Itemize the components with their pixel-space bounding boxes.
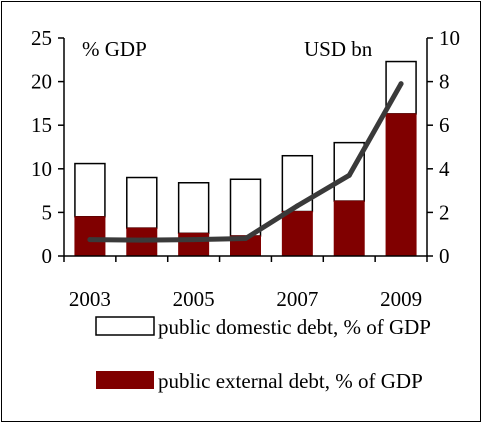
- x-tick-label-2003: 2003: [69, 287, 111, 311]
- right-tick-label-4: 4: [439, 157, 450, 181]
- legend-swatch-domestic: [95, 316, 155, 336]
- right-tick-label-6: 6: [439, 113, 450, 137]
- right-axis-title: USD bn: [304, 37, 373, 61]
- bar-external-2003: [74, 216, 106, 257]
- right-tick-label-10: 10: [439, 26, 460, 50]
- left-tick-label-5: 5: [42, 200, 53, 224]
- x-tick-label-2005: 2005: [173, 287, 215, 311]
- labels-group: % GDP USD bn: [82, 37, 373, 61]
- right-tick-label-2: 2: [439, 200, 450, 224]
- bar-domestic-2005: [177, 182, 210, 235]
- bar-external-2005: [178, 232, 210, 257]
- usd-point-2003: [87, 237, 93, 243]
- usd-point-2008: [346, 172, 352, 178]
- left-tick-label-15: 15: [31, 113, 52, 137]
- left-tick-label-0: 0: [42, 244, 53, 268]
- bar-external-2009: [385, 113, 417, 257]
- usd-point-2004: [139, 237, 145, 243]
- bar-domestic-2006: [229, 178, 262, 237]
- right-tick-label-0: 0: [439, 244, 450, 268]
- left-axis-title: % GDP: [82, 37, 147, 61]
- line-series-group: [87, 81, 404, 243]
- x-tick-label-2007: 2007: [276, 287, 318, 311]
- bar-domestic-2003: [74, 162, 106, 218]
- left-tick-label-10: 10: [31, 157, 52, 181]
- usd-point-2006: [243, 236, 248, 242]
- usd-point-2005: [191, 237, 197, 243]
- bars-group: [74, 60, 417, 257]
- x-tick-label-2009: 2009: [380, 287, 422, 311]
- legend-swatch-external: [96, 371, 154, 389]
- legend: public domestic debt, % of GDP public ex…: [95, 315, 431, 393]
- usd-point-2007: [294, 203, 300, 209]
- right-tick-label-8: 8: [439, 70, 450, 94]
- left-tick-label-20: 20: [31, 70, 52, 94]
- left-tick-label-25: 25: [31, 26, 52, 50]
- axes-group: 0 5 10 15 20 25 0 2 4 6 8 10 2003 2005 2007 2009: [31, 26, 460, 311]
- legend-label-external: public external debt, % of GDP: [158, 369, 423, 393]
- usd-point-2009: [398, 81, 404, 87]
- bar-external-2007: [281, 211, 313, 257]
- bar-domestic-2004: [126, 176, 158, 229]
- legend-label-domestic: public domestic debt, % of GDP: [158, 315, 431, 339]
- bar-external-2008: [333, 200, 365, 257]
